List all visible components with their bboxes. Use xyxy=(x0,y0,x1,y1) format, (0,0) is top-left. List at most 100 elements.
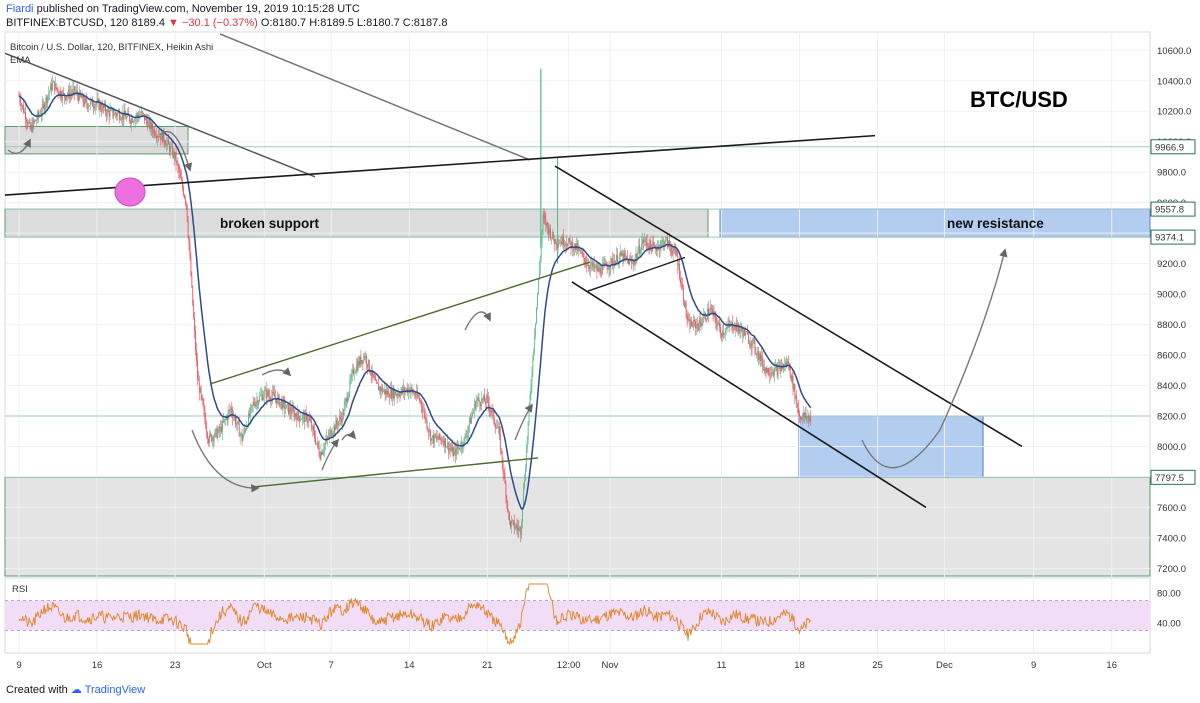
candle xyxy=(105,112,107,116)
rsi-tick-label: 40.00 xyxy=(1157,619,1181,630)
highlight-circle[interactable] xyxy=(114,177,146,207)
candle xyxy=(490,410,492,413)
curved-arrow[interactable] xyxy=(191,429,260,493)
candle xyxy=(328,432,330,438)
candle xyxy=(752,339,754,341)
candle xyxy=(793,384,795,390)
candle xyxy=(406,388,407,391)
candle xyxy=(529,394,531,406)
candle xyxy=(259,395,261,402)
candle xyxy=(562,236,563,245)
candle xyxy=(799,413,800,417)
candle xyxy=(237,421,239,424)
candle xyxy=(200,387,202,396)
curved-arrow[interactable] xyxy=(514,403,533,441)
candle xyxy=(260,395,261,396)
candle xyxy=(275,397,276,399)
descending-channel-upper[interactable] xyxy=(554,165,1023,448)
candle xyxy=(583,253,585,259)
candle xyxy=(335,420,337,431)
candle xyxy=(715,315,717,322)
candle xyxy=(772,372,773,374)
candle xyxy=(130,121,131,124)
created-with-label: Created with xyxy=(6,684,68,696)
candle xyxy=(214,430,216,437)
candle xyxy=(297,411,299,421)
candle xyxy=(342,412,344,415)
candle xyxy=(240,433,242,435)
candle xyxy=(661,241,663,243)
candle xyxy=(236,423,237,425)
curved-arrow[interactable] xyxy=(464,311,491,331)
ema-line[interactable] xyxy=(18,92,812,510)
candle xyxy=(629,259,630,265)
descending-channel-lower[interactable] xyxy=(571,281,927,509)
candle xyxy=(779,365,781,371)
candle xyxy=(354,371,356,374)
candle xyxy=(513,520,515,529)
candle xyxy=(393,388,394,399)
candle xyxy=(94,105,96,109)
support-trend-line[interactable] xyxy=(4,134,876,196)
candle xyxy=(514,527,516,529)
y-tick-label: 10400.0 xyxy=(1157,76,1191,87)
author-name[interactable]: Fiardi xyxy=(6,3,34,15)
candle xyxy=(792,376,794,390)
candle xyxy=(545,218,547,226)
candle xyxy=(170,145,172,147)
downtrend-line[interactable] xyxy=(219,33,531,161)
candle xyxy=(616,254,617,261)
candle xyxy=(663,240,665,247)
candle xyxy=(613,261,615,266)
candle xyxy=(348,392,350,399)
curved-arrow[interactable] xyxy=(159,130,193,172)
candle xyxy=(669,240,670,246)
candle xyxy=(195,331,196,351)
candle xyxy=(312,426,314,430)
candle xyxy=(534,335,536,349)
zone-upper-support[interactable] xyxy=(4,125,189,155)
candle xyxy=(462,446,464,448)
candle xyxy=(717,324,719,327)
candle xyxy=(72,89,74,94)
candle xyxy=(498,426,499,429)
candle xyxy=(300,419,301,421)
candle xyxy=(330,430,332,436)
candle xyxy=(155,135,156,137)
flag-line[interactable] xyxy=(587,256,686,292)
candle xyxy=(442,440,444,442)
candle xyxy=(306,414,308,423)
tradingview-brand[interactable]: TradingView xyxy=(84,684,146,696)
candle xyxy=(125,115,127,119)
candle xyxy=(509,512,510,522)
candle xyxy=(741,326,743,331)
candle xyxy=(192,285,194,306)
curved-arrow[interactable] xyxy=(341,430,357,441)
rsi-line[interactable] xyxy=(18,583,812,646)
zone-new-resistance[interactable] xyxy=(719,208,1151,238)
curved-arrow[interactable] xyxy=(7,138,31,154)
candle xyxy=(403,387,405,392)
curved-arrow[interactable] xyxy=(861,248,1008,469)
y-tick-label: 8000.0 xyxy=(1157,442,1186,453)
candle xyxy=(804,413,806,418)
rsi-label: RSI xyxy=(12,584,28,595)
curved-arrow[interactable] xyxy=(261,367,292,377)
candle xyxy=(190,257,192,276)
candle xyxy=(175,152,177,163)
candle xyxy=(129,116,130,122)
zone-bottom-support[interactable] xyxy=(4,476,1151,577)
candle xyxy=(718,322,720,325)
candle xyxy=(311,421,313,430)
candle xyxy=(674,247,676,250)
candle xyxy=(304,412,306,422)
down-arrow-icon: ▼ xyxy=(168,17,179,29)
downtrend-line[interactable] xyxy=(4,52,316,178)
channel-lower-line[interactable] xyxy=(254,457,539,488)
candle xyxy=(262,396,264,400)
curved-arrow[interactable] xyxy=(321,438,340,471)
candle xyxy=(590,264,591,269)
channel-upper-line[interactable] xyxy=(209,261,591,385)
candle xyxy=(98,99,100,110)
